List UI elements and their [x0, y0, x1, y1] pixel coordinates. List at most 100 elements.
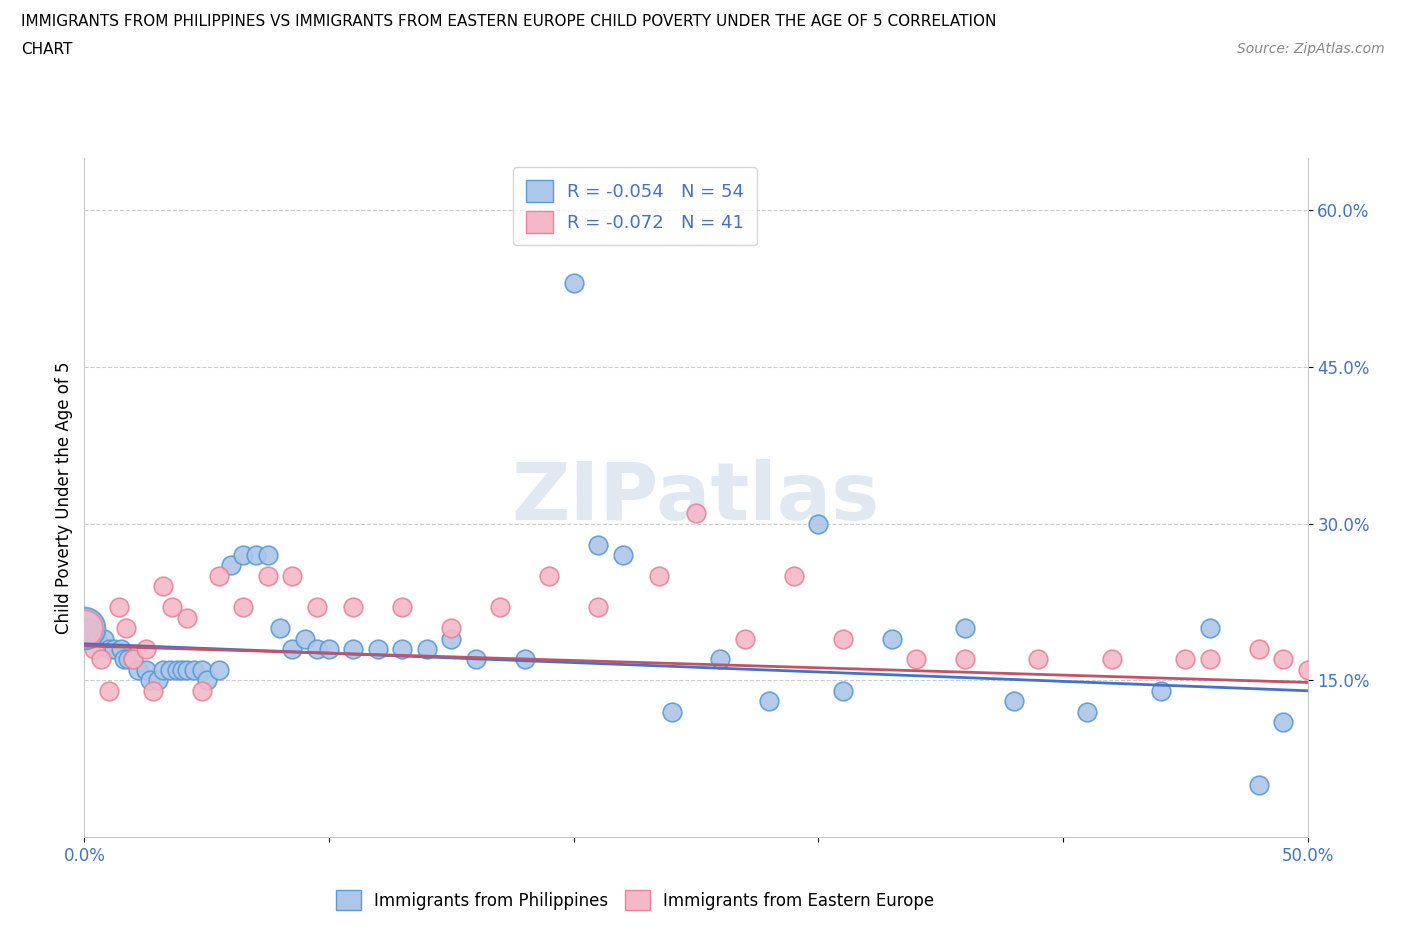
Point: [953, 620, 976, 635]
Point: [342, 600, 364, 615]
Point: [93, 631, 115, 646]
Point: [953, 652, 976, 667]
Point: [127, 662, 149, 677]
Point: [232, 548, 254, 563]
Point: [195, 673, 218, 688]
Point: [191, 662, 214, 677]
Point: [464, 652, 486, 667]
Point: [162, 600, 184, 615]
Point: [294, 631, 316, 646]
Point: [1369, 652, 1392, 667]
Point: [73, 620, 96, 635]
Point: [305, 642, 328, 657]
Point: [208, 662, 231, 677]
Y-axis label: Child Poverty Under the Age of 5: Child Poverty Under the Age of 5: [55, 361, 73, 634]
Point: [208, 568, 231, 583]
Point: [86, 631, 108, 646]
Point: [117, 652, 139, 667]
Point: [661, 704, 683, 719]
Point: [905, 652, 928, 667]
Point: [142, 684, 165, 698]
Point: [440, 631, 463, 646]
Point: [176, 662, 198, 677]
Point: [1320, 652, 1343, 667]
Text: Source: ZipAtlas.com: Source: ZipAtlas.com: [1237, 42, 1385, 56]
Point: [1028, 652, 1050, 667]
Point: [1150, 684, 1173, 698]
Point: [172, 662, 194, 677]
Point: [257, 568, 280, 583]
Point: [73, 620, 96, 635]
Text: CHART: CHART: [21, 42, 73, 57]
Point: [538, 568, 561, 583]
Point: [97, 642, 120, 657]
Point: [135, 662, 157, 677]
Point: [1198, 652, 1220, 667]
Point: [257, 548, 280, 563]
Point: [152, 662, 174, 677]
Point: [1346, 652, 1368, 667]
Point: [612, 548, 634, 563]
Point: [513, 652, 536, 667]
Point: [318, 642, 340, 657]
Point: [1198, 620, 1220, 635]
Point: [586, 538, 609, 552]
Point: [807, 516, 830, 531]
Text: IMMIGRANTS FROM PHILIPPINES VS IMMIGRANTS FROM EASTERN EUROPE CHILD POVERTY UNDE: IMMIGRANTS FROM PHILIPPINES VS IMMIGRANT…: [21, 14, 997, 29]
Point: [367, 642, 389, 657]
Point: [489, 600, 512, 615]
Point: [562, 276, 585, 291]
Point: [831, 631, 853, 646]
Point: [880, 631, 903, 646]
Point: [758, 694, 780, 709]
Point: [245, 548, 267, 563]
Point: [1272, 652, 1295, 667]
Point: [135, 642, 157, 657]
Point: [709, 652, 731, 667]
Point: [122, 652, 145, 667]
Point: [648, 568, 671, 583]
Point: [115, 620, 138, 635]
Point: [1247, 777, 1270, 792]
Point: [586, 600, 609, 615]
Point: [281, 568, 304, 583]
Point: [97, 684, 120, 698]
Point: [1002, 694, 1025, 709]
Text: ZIPatlas: ZIPatlas: [512, 458, 880, 537]
Point: [440, 620, 463, 635]
Point: [90, 652, 112, 667]
Point: [685, 506, 707, 521]
Point: [1296, 662, 1319, 677]
Point: [416, 642, 439, 657]
Point: [176, 610, 198, 625]
Point: [232, 600, 254, 615]
Point: [305, 600, 328, 615]
Point: [183, 662, 205, 677]
Legend: Immigrants from Philippines, Immigrants from Eastern Europe: Immigrants from Philippines, Immigrants …: [329, 884, 941, 917]
Point: [783, 568, 806, 583]
Point: [219, 558, 242, 573]
Point: [152, 578, 174, 593]
Point: [269, 620, 291, 635]
Point: [77, 620, 100, 635]
Point: [281, 642, 304, 657]
Point: [103, 642, 125, 657]
Point: [734, 631, 756, 646]
Point: [1247, 642, 1270, 657]
Point: [83, 642, 105, 657]
Point: [391, 642, 413, 657]
Point: [391, 600, 413, 615]
Point: [146, 673, 169, 688]
Point: [1101, 652, 1123, 667]
Point: [139, 673, 162, 688]
Point: [831, 684, 853, 698]
Point: [112, 652, 135, 667]
Point: [110, 642, 132, 657]
Point: [122, 652, 145, 667]
Point: [107, 600, 129, 615]
Point: [1076, 704, 1098, 719]
Point: [342, 642, 364, 657]
Point: [1309, 652, 1331, 667]
Point: [159, 662, 181, 677]
Point: [1174, 652, 1197, 667]
